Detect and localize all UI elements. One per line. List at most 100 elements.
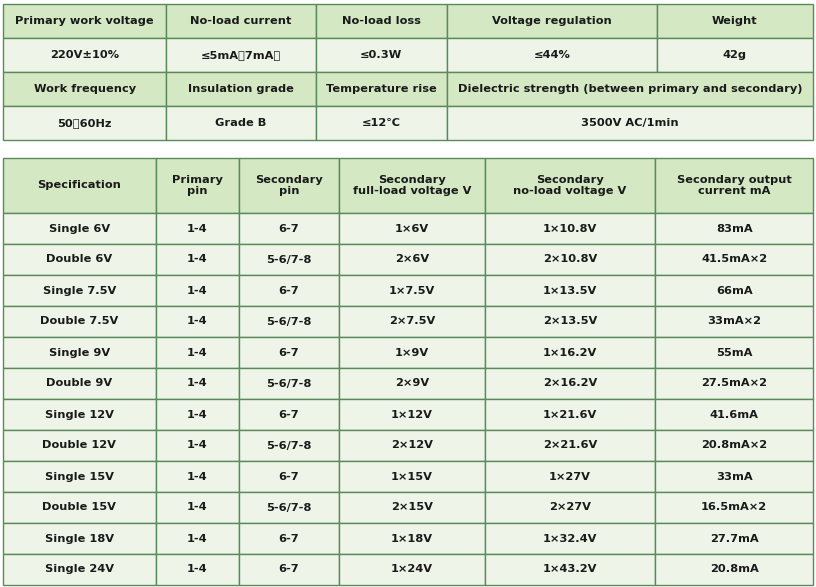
- Text: 41.5mA×2: 41.5mA×2: [701, 255, 767, 265]
- Bar: [239, 523, 339, 554]
- Bar: [239, 554, 339, 585]
- Bar: [485, 430, 655, 461]
- Text: 5-6/7-8: 5-6/7-8: [266, 502, 312, 512]
- Bar: [3, 213, 156, 244]
- Bar: [239, 275, 339, 306]
- Bar: [339, 213, 485, 244]
- Text: Double 12V: Double 12V: [42, 440, 116, 450]
- Bar: [3, 554, 156, 585]
- Text: 1-4: 1-4: [187, 440, 207, 450]
- Bar: [156, 523, 239, 554]
- Text: 2×13.5V: 2×13.5V: [543, 316, 597, 326]
- Bar: [3, 492, 156, 523]
- Bar: [166, 4, 316, 38]
- Text: 1-4: 1-4: [187, 471, 207, 481]
- Bar: [485, 244, 655, 275]
- Bar: [316, 72, 447, 106]
- Bar: [485, 275, 655, 306]
- Text: Dielectric strength (between primary and secondary): Dielectric strength (between primary and…: [458, 84, 802, 94]
- Bar: [655, 461, 813, 492]
- Text: Single 9V: Single 9V: [49, 348, 110, 357]
- Text: 2×27V: 2×27V: [549, 502, 591, 512]
- Text: 6-7: 6-7: [279, 410, 299, 420]
- Text: 1×24V: 1×24V: [391, 565, 433, 575]
- Text: 1×18V: 1×18V: [391, 534, 433, 544]
- Text: Insulation grade: Insulation grade: [188, 84, 294, 94]
- Text: Primary work voltage: Primary work voltage: [16, 16, 154, 26]
- Bar: [339, 213, 485, 244]
- Bar: [339, 158, 485, 213]
- Bar: [156, 337, 239, 368]
- Bar: [166, 72, 316, 106]
- Bar: [655, 337, 813, 368]
- Bar: [239, 213, 339, 244]
- Bar: [485, 306, 655, 337]
- Text: 1×7.5V: 1×7.5V: [389, 285, 435, 295]
- Bar: [447, 106, 813, 140]
- Bar: [339, 337, 485, 368]
- Bar: [655, 492, 813, 523]
- Bar: [156, 368, 239, 399]
- Bar: [339, 275, 485, 306]
- Bar: [239, 461, 339, 492]
- Bar: [3, 492, 156, 523]
- Text: Single 15V: Single 15V: [45, 471, 113, 481]
- Text: 2×16.2V: 2×16.2V: [543, 379, 597, 389]
- Text: Double 15V: Double 15V: [42, 502, 116, 512]
- Text: 27.7mA: 27.7mA: [710, 534, 759, 544]
- Bar: [156, 275, 239, 306]
- Text: 1-4: 1-4: [187, 502, 207, 512]
- Bar: [485, 554, 655, 585]
- Text: 20.8mA: 20.8mA: [710, 565, 759, 575]
- Bar: [655, 213, 813, 244]
- Bar: [485, 275, 655, 306]
- Text: 27.5mA×2: 27.5mA×2: [701, 379, 767, 389]
- Bar: [3, 523, 156, 554]
- Text: 1-4: 1-4: [187, 316, 207, 326]
- Bar: [316, 4, 447, 38]
- Bar: [485, 399, 655, 430]
- Bar: [655, 275, 813, 306]
- Text: Secondary
full-load voltage V: Secondary full-load voltage V: [353, 175, 471, 196]
- Bar: [485, 461, 655, 492]
- Bar: [655, 306, 813, 337]
- Bar: [485, 213, 655, 244]
- Bar: [339, 523, 485, 554]
- Bar: [655, 337, 813, 368]
- Text: 220V±10%: 220V±10%: [50, 50, 119, 60]
- Text: 1-4: 1-4: [187, 410, 207, 420]
- Bar: [655, 554, 813, 585]
- Text: 6-7: 6-7: [279, 471, 299, 481]
- Bar: [156, 399, 239, 430]
- Bar: [239, 306, 339, 337]
- Bar: [657, 4, 813, 38]
- Text: 1×15V: 1×15V: [391, 471, 433, 481]
- Bar: [239, 368, 339, 399]
- Text: Voltage regulation: Voltage regulation: [492, 16, 612, 26]
- Bar: [156, 461, 239, 492]
- Bar: [3, 244, 156, 275]
- Text: 33mA: 33mA: [716, 471, 752, 481]
- Bar: [3, 430, 156, 461]
- Bar: [447, 72, 813, 106]
- Bar: [485, 523, 655, 554]
- Bar: [485, 337, 655, 368]
- Bar: [485, 492, 655, 523]
- Text: 6-7: 6-7: [279, 285, 299, 295]
- Text: 1×43.2V: 1×43.2V: [543, 565, 597, 575]
- Text: Single 18V: Single 18V: [45, 534, 113, 544]
- Text: ≤0.3W: ≤0.3W: [360, 50, 402, 60]
- Text: 1-4: 1-4: [187, 224, 207, 234]
- Bar: [239, 306, 339, 337]
- Bar: [3, 244, 156, 275]
- Bar: [156, 492, 239, 523]
- Text: Double 6V: Double 6V: [47, 255, 113, 265]
- Bar: [3, 38, 166, 72]
- Bar: [655, 244, 813, 275]
- Bar: [156, 492, 239, 523]
- Text: 6-7: 6-7: [279, 224, 299, 234]
- Bar: [485, 368, 655, 399]
- Text: ≤44%: ≤44%: [534, 50, 570, 60]
- Text: Double 7.5V: Double 7.5V: [40, 316, 118, 326]
- Bar: [339, 430, 485, 461]
